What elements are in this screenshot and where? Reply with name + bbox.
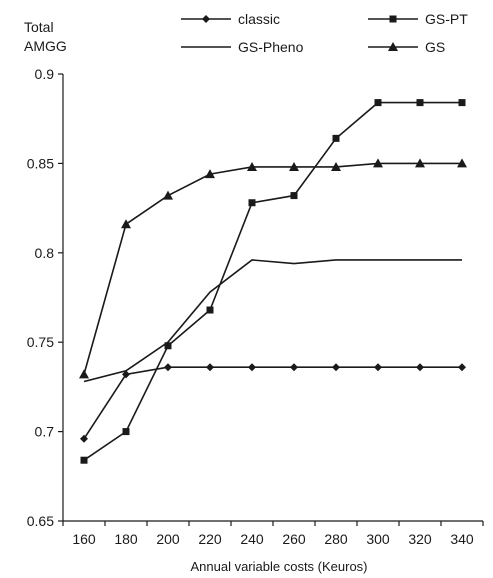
x-tick-label: 240 <box>240 531 264 547</box>
legend-item-gs-pheno: GS-Pheno <box>181 39 304 55</box>
data-point-classic <box>80 434 88 443</box>
series-classic <box>80 363 466 443</box>
data-point-classic <box>290 363 298 372</box>
data-point-gs-pheno <box>335 258 338 261</box>
data-point-classic <box>374 363 382 372</box>
legend-label-classic: classic <box>238 11 280 27</box>
y-tick-label: 0.9 <box>35 66 55 82</box>
data-point-gs-pheno <box>377 258 380 261</box>
series-layer <box>79 99 467 464</box>
y-tick-label: 0.8 <box>35 245 55 261</box>
data-point-gs <box>373 158 383 168</box>
x-tick-label: 280 <box>324 531 348 547</box>
series-gs <box>79 158 467 379</box>
data-point-gs <box>205 169 215 179</box>
series-gs-pheno <box>83 258 464 383</box>
x-axis-title: Annual variable costs (Keuros) <box>190 559 367 574</box>
legend-item-gs: GS <box>368 39 445 55</box>
data-point-gs-pt <box>332 134 340 142</box>
data-point-gs-pt <box>458 99 466 107</box>
data-point-gs-pheno <box>209 291 212 294</box>
data-point-gs <box>79 369 89 379</box>
legend-label-gs: GS <box>425 39 445 55</box>
data-point-classic <box>458 363 466 372</box>
data-point-gs-pheno <box>251 258 254 261</box>
series-line-gs <box>83 162 462 375</box>
legend-label-gs-pt: GS-PT <box>425 11 468 27</box>
data-point-gs <box>331 161 341 171</box>
data-point-gs-pheno <box>125 369 128 372</box>
data-point-gs-pheno <box>167 341 170 344</box>
y-tick-label: 0.75 <box>27 334 54 350</box>
series-line-gs-pheno <box>83 259 462 383</box>
data-point-gs-pt <box>248 199 256 207</box>
data-point-classic <box>248 363 256 372</box>
x-tick-label: 180 <box>114 531 138 547</box>
series-gs-pt <box>80 99 466 464</box>
data-point-gs-pt <box>374 99 382 107</box>
y-tick-label: 0.7 <box>35 424 55 440</box>
data-point-gs-pheno <box>419 258 422 261</box>
data-point-gs <box>163 190 173 200</box>
data-point-gs-pheno <box>461 258 464 261</box>
x-tick-label: 160 <box>72 531 96 547</box>
data-point-gs-pt <box>416 99 424 107</box>
legend-item-gs-pt: GS-PT <box>368 11 468 27</box>
data-point-classic <box>206 363 214 372</box>
axes: 0.65 0.7 0.75 0.8 0.85 0.9 160 180 200 220 240 260 2… <box>27 66 484 547</box>
data-point-gs-pt <box>206 306 214 314</box>
legend-item-classic: classic <box>181 11 280 27</box>
data-point-gs-pt <box>290 192 298 200</box>
data-point-gs-pt <box>164 342 172 350</box>
data-point-gs-pt <box>80 456 88 464</box>
legend: classic GS-PT GS-Pheno GS <box>181 11 468 55</box>
y-tick-label: 0.85 <box>27 155 54 171</box>
legend-marker-gs <box>388 42 398 51</box>
y-tick-label: 0.65 <box>27 513 54 529</box>
data-point-gs <box>457 158 467 168</box>
y-axis-title: Total AMGG <box>24 19 67 54</box>
data-point-gs-pheno <box>293 262 296 265</box>
legend-marker-classic <box>202 15 210 23</box>
data-point-gs <box>247 161 257 171</box>
legend-marker-gs-pt <box>389 15 397 23</box>
data-point-classic <box>332 363 340 372</box>
data-point-gs <box>121 219 131 229</box>
x-tick-label: 300 <box>366 531 390 547</box>
legend-label-gs-pheno: GS-Pheno <box>238 39 304 55</box>
data-point-classic <box>164 363 172 372</box>
data-point-classic <box>122 370 130 379</box>
data-point-gs-pt <box>122 428 130 436</box>
x-tick-label: 200 <box>156 531 180 547</box>
y-axis-title-line-2: AMGG <box>24 38 67 54</box>
series-line-classic <box>83 366 462 440</box>
series-line-gs-pt <box>83 101 462 461</box>
x-tick-label: 260 <box>282 531 306 547</box>
y-axis-title-line-1: Total <box>24 19 54 35</box>
data-point-classic <box>416 363 424 372</box>
data-point-gs <box>415 158 425 168</box>
data-point-gs <box>289 161 299 171</box>
x-tick-label: 320 <box>408 531 432 547</box>
x-tick-label: 340 <box>450 531 474 547</box>
data-point-gs-pheno <box>83 380 86 383</box>
x-tick-label: 220 <box>198 531 222 547</box>
